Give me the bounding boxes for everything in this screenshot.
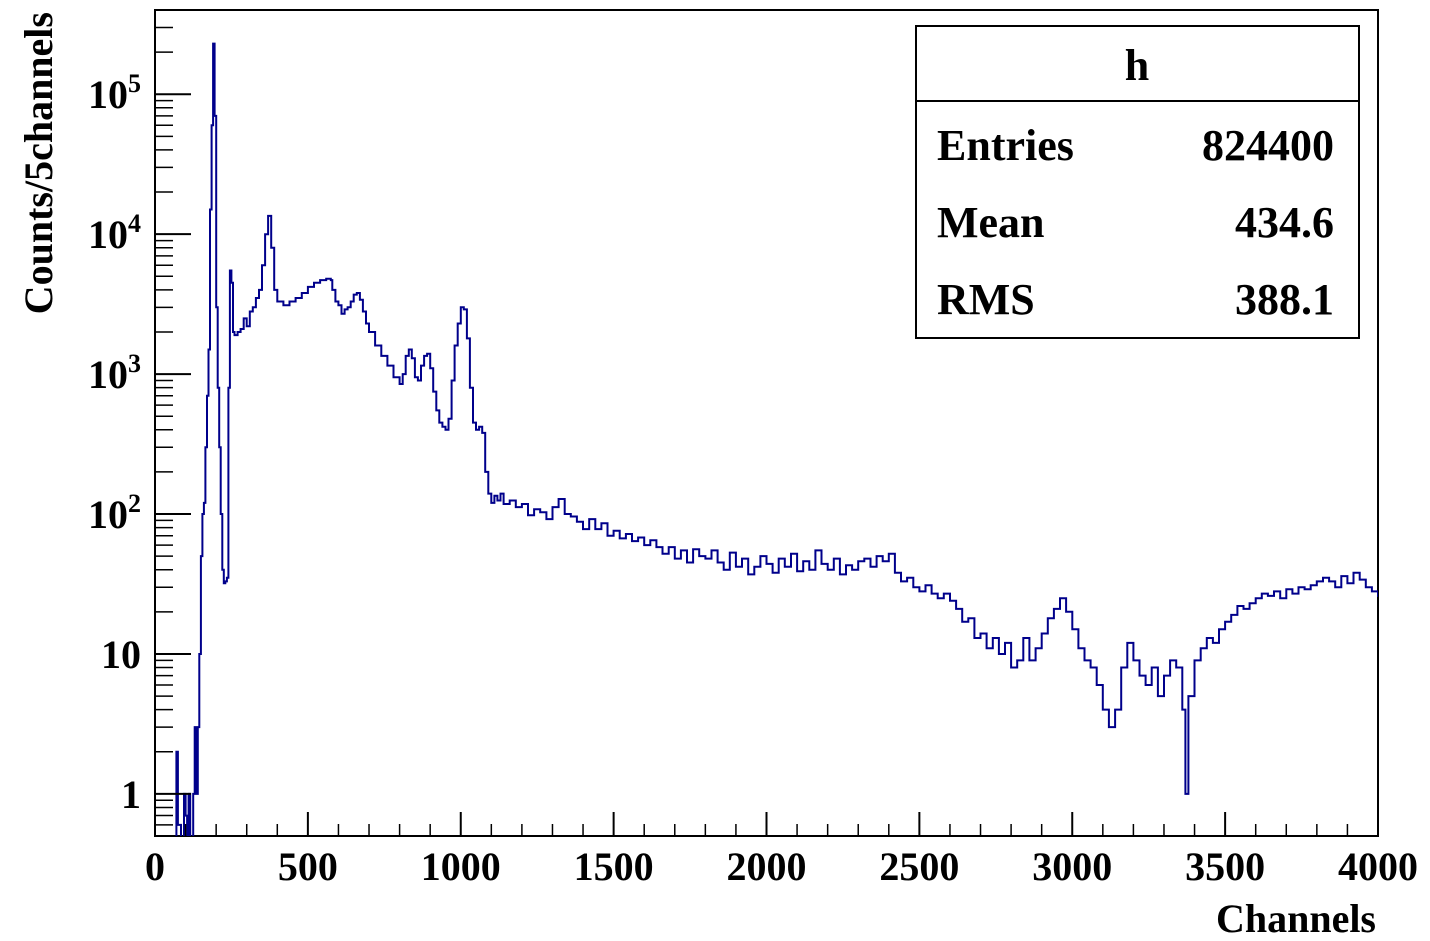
y-axis: 1 10 102 103 104 105 [88, 9, 191, 837]
stats-box-frame [915, 25, 1360, 339]
x-tick-label: 4000 [1338, 844, 1418, 889]
x-tick-label: 1500 [574, 844, 654, 889]
x-tick-label: 3500 [1185, 844, 1265, 889]
y-tick-label: 103 [88, 349, 141, 397]
x-tick-label: 0 [145, 844, 165, 889]
stats-rms-label: RMS [937, 275, 1035, 324]
y-tick-label: 10 [101, 632, 141, 677]
stats-rms-value: 388.1 [1235, 275, 1334, 324]
x-tick-label: 1000 [421, 844, 501, 889]
stats-box: h Entries 824400 Mean 434.6 RMS 388.1 [915, 25, 1360, 339]
stats-entries-label: Entries [937, 121, 1074, 170]
x-tick-label: 3000 [1032, 844, 1112, 889]
y-tick-label: 1 [121, 772, 141, 817]
x-tick-label: 500 [278, 844, 338, 889]
stats-mean-label: Mean [937, 198, 1045, 247]
stats-entries-value: 824400 [1202, 121, 1334, 170]
x-axis: 0 500 1000 1500 2000 2500 3000 3500 4000 [145, 812, 1418, 889]
series-group [175, 42, 1378, 836]
x-axis-title: Channels [1216, 896, 1376, 941]
x-tick-label: 2000 [727, 844, 807, 889]
y-tick-label: 104 [88, 209, 141, 257]
stats-title: h [1125, 41, 1149, 90]
y-axis-title: Counts/5channels [16, 12, 61, 314]
stats-mean-value: 434.6 [1235, 198, 1334, 247]
y-tick-label: 102 [88, 489, 141, 537]
x-tick-label: 2500 [879, 844, 959, 889]
y-tick-label: 105 [88, 69, 141, 117]
series-line-0 [175, 42, 1378, 836]
